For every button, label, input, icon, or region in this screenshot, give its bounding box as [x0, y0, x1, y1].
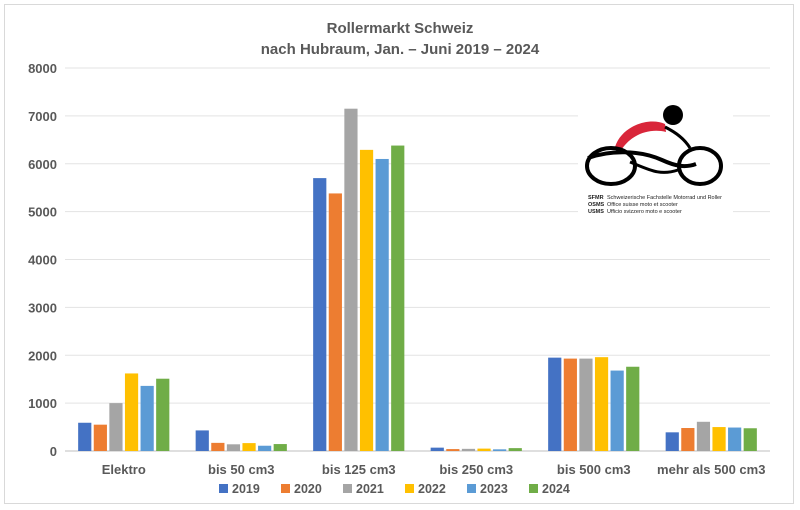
bar-2023-3	[493, 449, 507, 451]
bar-2023-2	[375, 158, 389, 451]
bar-2021-4	[579, 358, 593, 451]
bar-2021-1	[226, 444, 241, 451]
y-axis-ticks: 0 1000 2000 3000 4000 5000 6000 7000 8000	[28, 61, 57, 459]
logo-body-line	[587, 150, 697, 169]
bar-2020-0	[93, 424, 107, 451]
x-tick-label: bis 250 cm3	[439, 462, 513, 477]
bar-2020-3	[446, 449, 460, 451]
legend-swatch	[343, 484, 352, 493]
legend-label: 2023	[480, 482, 508, 496]
bar-2024-5	[743, 428, 757, 451]
legend-label: 2022	[418, 482, 446, 496]
y-tick-label: 7000	[28, 109, 57, 124]
legend-swatch	[467, 484, 476, 493]
logo-abbr-3: USMS	[588, 209, 604, 215]
bar-2024-2	[391, 145, 405, 451]
legend-swatch	[405, 484, 414, 493]
bar-2019-5	[665, 432, 679, 451]
bar-2020-5	[681, 428, 695, 451]
legend: 2019 2020 2021 2022 2023 2024	[219, 482, 570, 496]
logo-frame-line	[664, 125, 692, 149]
logo-text-3: Ufficio svizzero moto e scooter	[607, 209, 682, 215]
bar-2021-3	[461, 448, 476, 451]
bar-2022-1	[242, 443, 256, 451]
y-tick-label: 2000	[28, 348, 57, 363]
chart-subtitle: nach Hubraum, Jan. – Juni 2019 – 2024	[261, 41, 540, 58]
legend-swatch	[529, 484, 538, 493]
bar-2019-0	[78, 422, 92, 451]
bar-2022-5	[712, 427, 726, 451]
bar-2021-0	[109, 403, 123, 451]
bar-2022-4	[594, 357, 609, 451]
legend-label: 2020	[294, 482, 322, 496]
y-tick-label: 6000	[28, 157, 57, 172]
y-tick-label: 8000	[28, 61, 57, 76]
legend-swatch	[219, 484, 228, 493]
bar-2023-0	[140, 385, 154, 451]
logo-text-2: Office suisse moto et scooter	[607, 202, 678, 208]
y-tick-label: 5000	[28, 205, 57, 220]
bar-2019-3	[430, 447, 444, 451]
bar-2019-1	[195, 430, 209, 451]
legend-label: 2021	[356, 482, 384, 496]
logo-rider-body	[615, 121, 666, 149]
logo-rider-head	[663, 105, 683, 125]
bar-2023-4	[610, 370, 624, 451]
x-tick-label: bis 500 cm3	[557, 462, 631, 477]
bar-2024-4	[626, 366, 640, 451]
x-axis-ticks: Elektro bis 50 cm3 bis 125 cm3 bis 250 cm3 b…	[102, 462, 766, 477]
logo-text-1: Schweizerische Fachstelle Motorrad und R…	[607, 195, 722, 201]
x-tick-label: Elektro	[102, 462, 146, 477]
bar-2020-2	[328, 193, 342, 451]
sfmr-logo: SFMR Schweizerische Fachstelle Motorrad …	[578, 102, 733, 220]
bar-2022-2	[359, 149, 374, 451]
bar-2021-5	[696, 421, 711, 451]
y-tick-label: 3000	[28, 300, 57, 315]
x-tick-label: bis 125 cm3	[322, 462, 396, 477]
logo-rear-wheel	[585, 146, 637, 186]
logo-abbr-2: OSMS	[588, 202, 605, 208]
bars	[78, 108, 757, 452]
bar-2019-2	[313, 178, 327, 452]
x-tick-label: bis 50 cm3	[208, 462, 275, 477]
logo-underline	[629, 160, 679, 174]
bar-2024-3	[508, 448, 522, 451]
bar-2022-0	[124, 373, 139, 451]
logo-abbr-1: SFMR	[588, 195, 604, 201]
bar-2023-1	[258, 445, 272, 451]
y-tick-label: 0	[50, 444, 57, 459]
legend-label: 2024	[542, 482, 570, 496]
bar-2024-1	[273, 444, 287, 451]
y-tick-label: 4000	[28, 253, 57, 268]
legend-label: 2019	[232, 482, 260, 496]
bar-2019-4	[548, 357, 562, 451]
bar-2021-2	[344, 108, 358, 451]
x-tick-label: mehr als 500 cm3	[657, 462, 765, 477]
y-tick-label: 1000	[28, 396, 57, 411]
bar-2023-5	[728, 427, 742, 451]
bar-2024-0	[156, 378, 170, 451]
legend-swatch	[281, 484, 290, 493]
chart-title: Rollermarkt Schweiz	[327, 20, 474, 37]
bar-2020-1	[211, 442, 225, 451]
bar-2020-4	[563, 358, 577, 451]
bar-2022-3	[477, 448, 491, 451]
